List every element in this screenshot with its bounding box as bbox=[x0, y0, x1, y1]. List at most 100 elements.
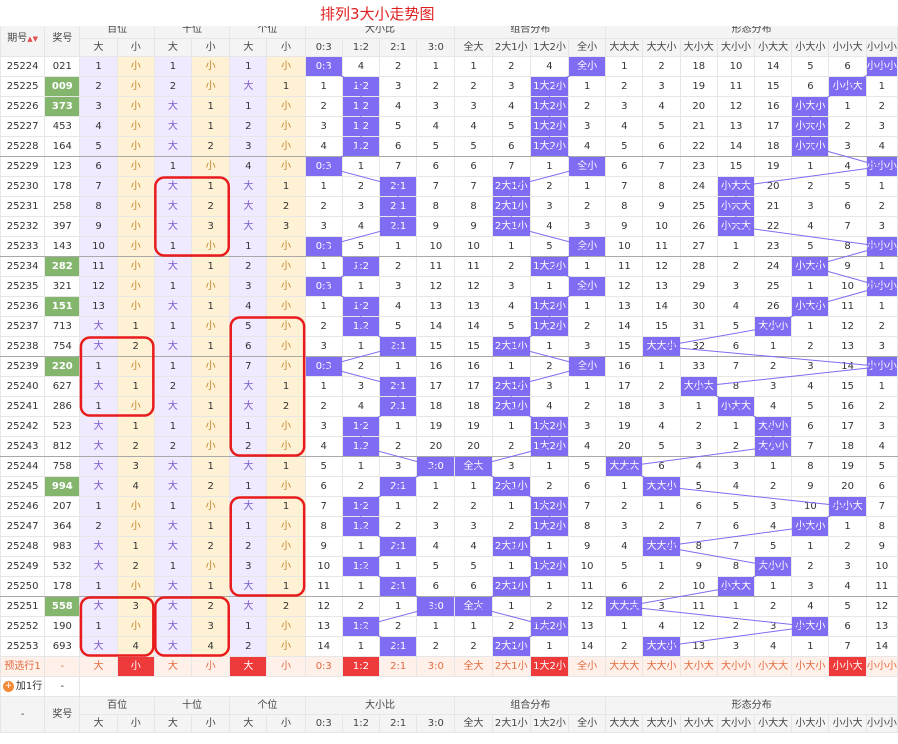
predict-label[interactable]: 预选行1 bbox=[0, 656, 46, 677]
pattern-cell: 2 bbox=[754, 356, 793, 377]
pattern-cell: 4 bbox=[642, 616, 681, 637]
ratio-cell: 9 bbox=[416, 216, 456, 237]
digit-small-cell: 小 bbox=[191, 156, 231, 177]
predict-pattern-toggle[interactable]: 大大小 bbox=[642, 656, 681, 677]
pattern-cell: 1 bbox=[642, 496, 681, 517]
pattern-hit-cell: 小小小 bbox=[865, 56, 898, 77]
pattern-cell: 6 bbox=[716, 516, 756, 537]
period-header[interactable]: 期号▲▼ bbox=[0, 20, 46, 57]
footer-combo-col-header: 全大 bbox=[454, 714, 493, 733]
add-row-button[interactable]: + 加1行 bbox=[0, 676, 46, 697]
predict-pattern-toggle[interactable]: 大小小 bbox=[716, 656, 756, 677]
pattern-cell: 1 bbox=[716, 416, 756, 437]
pattern-cell: 7 bbox=[605, 176, 644, 197]
predict-digit-toggle[interactable]: 大 bbox=[79, 656, 118, 677]
ratio-cell: 14 bbox=[304, 636, 343, 657]
digit-big-cell: 1 bbox=[153, 416, 193, 437]
table-row: 25241 286 1 小大 1 大 2 2 4 2:1 18 18 2大1小 4 2 18 3 1 小大大 4 5 16… bbox=[0, 396, 898, 417]
pattern-cell: 6 bbox=[642, 456, 681, 477]
pattern-cell: 24 bbox=[754, 256, 793, 277]
combo-cell: 1 bbox=[568, 376, 607, 397]
predict-digit-toggle[interactable]: 小 bbox=[266, 656, 306, 677]
ratio-hit-cell: 0:3 bbox=[304, 276, 343, 297]
predict-combo-toggle[interactable]: 1大2小 bbox=[529, 656, 570, 677]
predict-digit-toggle[interactable]: 大 bbox=[153, 656, 193, 677]
ratio-hit-cell: 1:2 bbox=[341, 436, 381, 457]
combo-hit-cell: 全小 bbox=[568, 156, 607, 177]
pattern-cell: 6 bbox=[716, 336, 756, 357]
ratio-cell: 6 bbox=[416, 156, 456, 177]
ratio-hit-cell: 1:2 bbox=[341, 496, 381, 517]
predict-digit-toggle[interactable]: 大 bbox=[229, 656, 268, 677]
pattern-cell: 8 bbox=[642, 176, 681, 197]
predict-ratio-toggle[interactable]: 0:3 bbox=[304, 656, 343, 677]
pattern-cell: 15 bbox=[754, 76, 793, 97]
digit-big-cell: 大 bbox=[79, 376, 118, 397]
digit-big-cell: 大 bbox=[153, 116, 193, 137]
digit-small-cell: 1 bbox=[191, 96, 231, 117]
period-cell: 25242 bbox=[0, 416, 46, 437]
digit-big-cell: 2 bbox=[229, 636, 268, 657]
pattern-cell: 3 bbox=[865, 216, 898, 237]
predict-pattern-toggle[interactable]: 小大小 bbox=[791, 656, 830, 677]
ratio-cell: 3 bbox=[341, 376, 381, 397]
predict-ratio-toggle[interactable]: 3:0 bbox=[416, 656, 456, 677]
digit-small-cell: 小 bbox=[266, 556, 306, 577]
pattern-col-header: 大小小 bbox=[716, 38, 756, 57]
predict-combo-toggle[interactable]: 全大 bbox=[454, 656, 493, 677]
predict-combo-toggle[interactable]: 全小 bbox=[568, 656, 607, 677]
digit-big-cell: 1 bbox=[229, 96, 268, 117]
period-cell: 25236 bbox=[0, 296, 46, 317]
digit-big-cell: 大 bbox=[229, 376, 268, 397]
predict-ratio-toggle[interactable]: 1:2 bbox=[341, 656, 381, 677]
pattern-col-header: 大小大 bbox=[679, 38, 718, 57]
pattern-hit-cell: 小大小 bbox=[791, 116, 830, 137]
pattern-cell: 17 bbox=[605, 376, 644, 397]
combo-hit-cell: 2大1小 bbox=[491, 396, 531, 417]
combo-hit-cell: 2大1小 bbox=[491, 536, 531, 557]
sort-arrow-icon[interactable]: ▲▼ bbox=[27, 34, 38, 43]
digit-big-cell: 1 bbox=[229, 476, 268, 497]
digit-big-cell: 大 bbox=[153, 196, 193, 217]
pattern-hit-cell: 小小小 bbox=[865, 236, 898, 257]
predict-pattern-toggle[interactable]: 小小小 bbox=[865, 656, 898, 677]
big-col-header: 大 bbox=[229, 38, 268, 57]
predict-pattern-toggle[interactable]: 小小大 bbox=[828, 656, 867, 677]
ratio-cell: 17 bbox=[416, 376, 456, 397]
pattern-cell: 5 bbox=[791, 396, 830, 417]
digit-big-cell: 4 bbox=[229, 156, 268, 177]
period-cell: 25241 bbox=[0, 396, 46, 417]
prize-cell: 021 bbox=[44, 56, 81, 77]
table-row: 25230 178 7 小大 1 大 1 1 2 2:1 7 7 2大1小 2 1 7 8 24 小大大 20 2 5 1 bbox=[0, 176, 898, 197]
digit-big-cell: 1 bbox=[79, 56, 118, 77]
predict-combo-toggle[interactable]: 2大1小 bbox=[491, 656, 531, 677]
combo-cell: 14 bbox=[568, 636, 607, 657]
digit-small-cell: 2 bbox=[191, 136, 231, 157]
predict-digit-toggle[interactable]: 小 bbox=[116, 656, 155, 677]
digit-big-cell: 大 bbox=[153, 216, 193, 237]
pattern-cell: 15 bbox=[642, 316, 681, 337]
digit-big-cell: 大 bbox=[79, 536, 118, 557]
ratio-cell: 2 bbox=[416, 636, 456, 657]
predict-pattern-toggle[interactable]: 大大大 bbox=[605, 656, 644, 677]
predict-ratio-toggle[interactable]: 2:1 bbox=[379, 656, 418, 677]
predict-pattern-toggle[interactable]: 小大大 bbox=[754, 656, 793, 677]
combo-cell: 12 bbox=[454, 276, 493, 297]
predict-pattern-toggle[interactable]: 大小大 bbox=[679, 656, 718, 677]
pattern-cell: 6 bbox=[791, 76, 830, 97]
predict-digit-toggle[interactable]: 小 bbox=[191, 656, 231, 677]
pattern-col-header: 大大小 bbox=[642, 38, 681, 57]
pattern-cell: 2 bbox=[791, 556, 830, 577]
digit-small-cell: 小 bbox=[266, 436, 306, 457]
footer-big-col-header: 大 bbox=[229, 714, 268, 733]
ratio-hit-cell: 1:2 bbox=[341, 316, 381, 337]
pattern-cell: 4 bbox=[605, 536, 644, 557]
ratio-hit-cell: 1:2 bbox=[341, 76, 381, 97]
combo-cell: 1 bbox=[529, 636, 570, 657]
digit-big-cell: 大 bbox=[153, 616, 193, 637]
combo-cell: 3 bbox=[568, 416, 607, 437]
predict-row[interactable]: 预选行1- 大小大小大小 0:3 1:2 2:1 3:0 全大 2大1小 1大2小 全小 大大大 大大… bbox=[0, 656, 898, 677]
combo-cell: 4 bbox=[491, 96, 531, 117]
ratio-hit-cell: 1:2 bbox=[341, 256, 381, 277]
ratio-cell: 7 bbox=[416, 176, 456, 197]
